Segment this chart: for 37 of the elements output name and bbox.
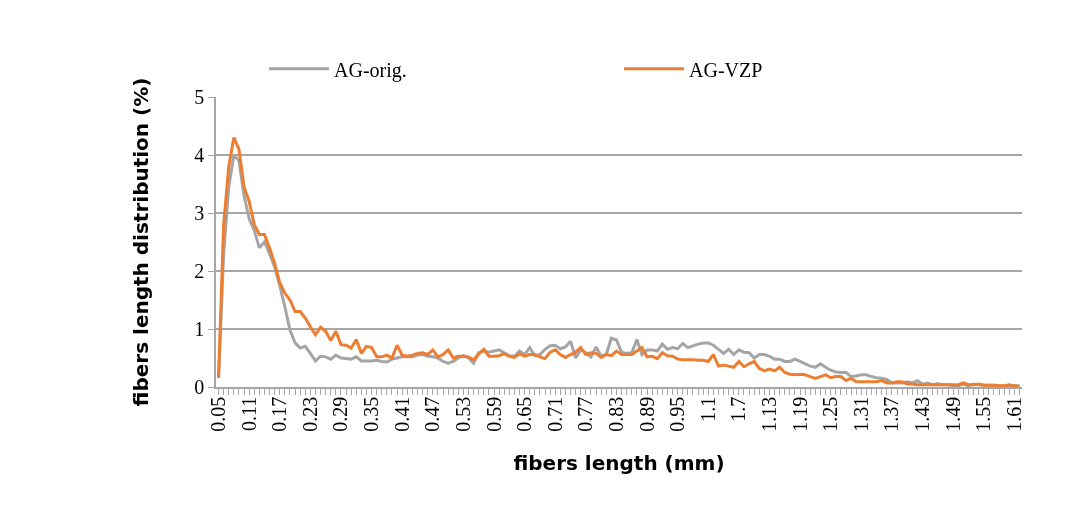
x-tick-label: 0.65: [513, 396, 536, 432]
x-tick-label: 1.1: [696, 396, 719, 422]
y-tick-label: 0: [194, 376, 205, 398]
x-tick-label: 0.47: [421, 396, 444, 432]
y-tick-label: 3: [194, 202, 205, 224]
x-tick-label: 0.95: [666, 396, 689, 432]
x-tick-label: 1.13: [757, 396, 780, 432]
x-tick-label: 1.55: [972, 396, 995, 432]
x-tick-label: 1.25: [819, 396, 842, 432]
x-tick-label: 0.83: [604, 396, 627, 432]
y-tick-label: 5: [194, 86, 205, 108]
x-tick-label: 1.7: [727, 396, 750, 422]
legend-label: AG-VZP: [689, 58, 763, 81]
x-tick-label: 0.41: [390, 396, 413, 432]
y-axis-title: fibers length distribution (%): [129, 77, 154, 407]
x-tick-label: 0.89: [635, 396, 658, 432]
x-tick-label: 0.29: [329, 396, 352, 432]
x-tick-label: 1.19: [788, 396, 811, 432]
x-tick-label: 0.35: [360, 396, 383, 432]
x-tick-label: 1.49: [941, 396, 964, 432]
x-tick-label: 1.43: [911, 396, 934, 432]
legend-label: AG-orig.: [334, 58, 407, 82]
x-tick-label: 0.59: [482, 396, 505, 432]
y-tick-label: 1: [194, 318, 205, 340]
x-tick-label: 0.23: [298, 396, 321, 432]
x-tick-label: 1.61: [1002, 396, 1025, 432]
y-tick-label: 2: [194, 260, 205, 282]
x-tick-label: 0.11: [237, 396, 260, 432]
x-tick-label: 0.05: [207, 396, 230, 432]
x-tick-label: 0.53: [451, 396, 474, 432]
x-tick-label: 0.77: [574, 396, 597, 432]
y-tick-label: 4: [194, 144, 205, 166]
x-tick-label: 1.31: [849, 396, 872, 432]
x-tick-label: 0.71: [543, 396, 566, 432]
x-tick-label: 1.37: [880, 396, 903, 432]
x-axis-title: fibers length (mm): [513, 450, 725, 475]
x-tick-label: 0.17: [268, 396, 291, 432]
